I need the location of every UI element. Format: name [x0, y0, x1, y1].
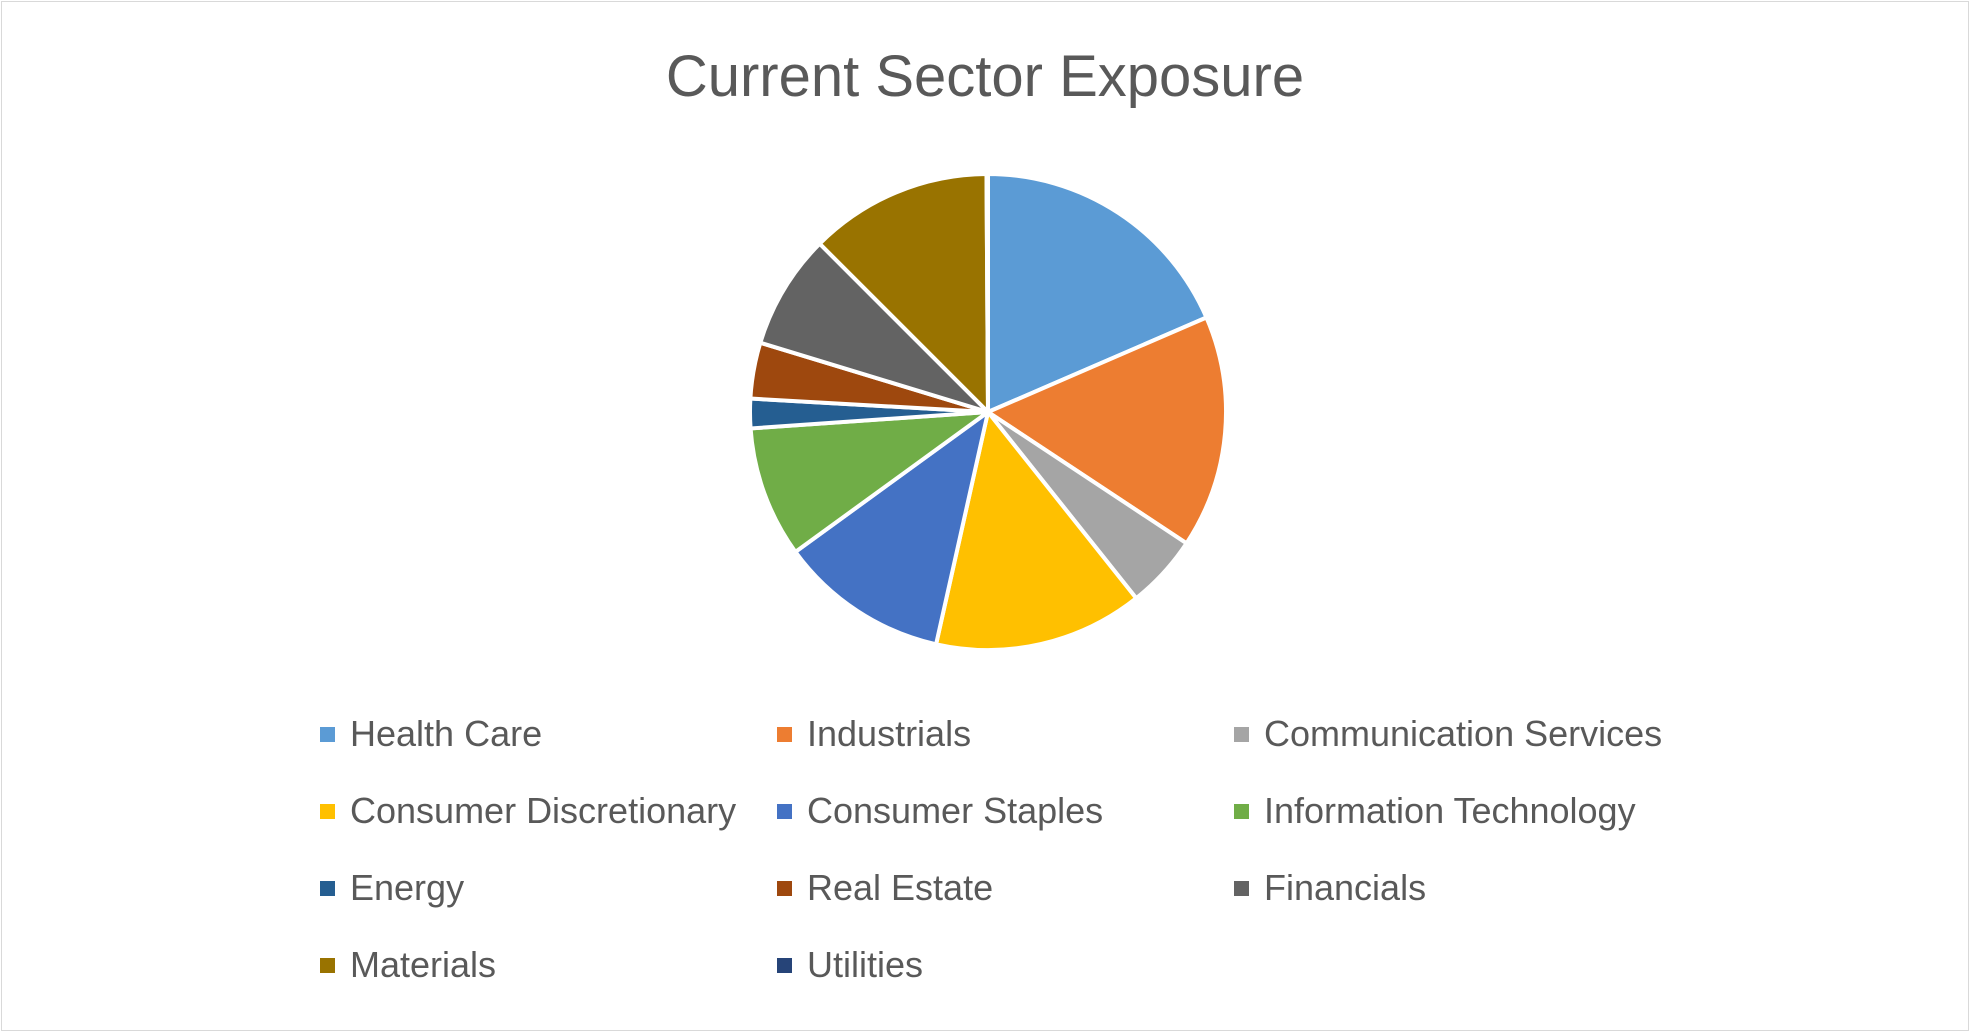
legend-swatch	[1234, 803, 1249, 819]
pie-slice-health-care	[986, 172, 1209, 414]
chart-legend: Health Care Industrials Communication Serv…	[320, 712, 1820, 1022]
pie-slice-information-technology	[748, 410, 990, 554]
legend-swatch	[777, 726, 792, 742]
legend-swatch	[777, 803, 792, 819]
pie-slice-materials	[817, 172, 990, 414]
legend-swatch	[1234, 880, 1249, 896]
legend-swatch	[777, 880, 792, 896]
legend-item-energy: Energy	[320, 866, 464, 910]
legend-label: Real Estate	[807, 867, 994, 908]
legend-label: Health Care	[350, 713, 543, 754]
pie-slice-utilities	[984, 172, 990, 414]
legend-label: Communication Services	[1264, 713, 1663, 754]
legend-label: Industrials	[807, 713, 972, 754]
legend-item-industrials: Industrials	[777, 712, 971, 756]
pie-slice-financials	[758, 241, 990, 414]
legend-swatch	[320, 726, 335, 742]
legend-label: Information Technology	[1264, 790, 1636, 831]
legend-label: Consumer Staples	[807, 790, 1104, 831]
legend-item-communication-services: Communication Services	[1234, 712, 1662, 756]
legend-item-materials: Materials	[320, 943, 496, 987]
chart-title: Current Sector Exposure	[665, 44, 1305, 109]
legend-item-consumer-staples: Consumer Staples	[777, 789, 1103, 833]
legend-swatch	[777, 957, 792, 973]
legend-label: Materials	[350, 944, 497, 985]
pie-slice-consumer-staples	[793, 410, 990, 647]
pie-chart	[748, 172, 1228, 652]
legend-item-financials: Financials	[1234, 866, 1426, 910]
legend-swatch	[1234, 726, 1249, 742]
legend-item-health-care: Health Care	[320, 712, 542, 756]
legend-swatch	[320, 880, 335, 896]
legend-swatch	[320, 803, 335, 819]
legend-item-utilities: Utilities	[777, 943, 923, 987]
legend-item-real-estate: Real Estate	[777, 866, 993, 910]
legend-label: Utilities	[807, 944, 924, 985]
legend-label: Energy	[350, 867, 465, 908]
legend-item-information-technology: Information Technology	[1234, 789, 1636, 833]
legend-label: Financials	[1264, 867, 1427, 908]
legend-label: Consumer Discretionary	[350, 790, 737, 831]
pie-slice-industrials	[986, 315, 1228, 546]
legend-item-consumer-discretionary: Consumer Discretionary	[320, 789, 736, 833]
legend-swatch	[320, 957, 335, 973]
pie-slice-consumer-discretionary	[934, 410, 1139, 652]
